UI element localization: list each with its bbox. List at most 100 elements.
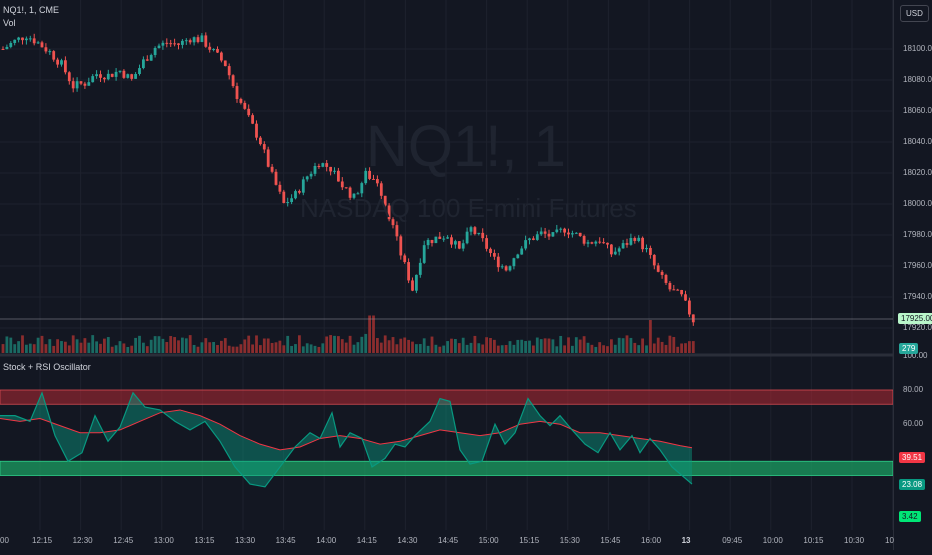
- volume-bar: [286, 335, 290, 353]
- oscillator-title[interactable]: Stock + RSI Oscillator: [3, 362, 91, 372]
- candle-body: [99, 74, 102, 78]
- candle-body: [504, 266, 508, 271]
- candle-body: [32, 38, 36, 44]
- volume-bar: [485, 337, 488, 353]
- candle-body: [610, 244, 613, 255]
- volume-bar: [465, 344, 469, 353]
- candle-body: [434, 236, 438, 244]
- volume-bar: [691, 341, 695, 353]
- volume-bar: [259, 345, 262, 353]
- price-tick: 18040.00: [903, 137, 932, 146]
- candle-body: [13, 39, 17, 44]
- candle-body: [212, 49, 215, 51]
- symbol-title[interactable]: NQ1!, 1, CME: [3, 5, 60, 15]
- candle-body: [9, 43, 13, 47]
- candle-body: [664, 274, 668, 283]
- candle-body: [454, 241, 457, 245]
- time-tick: 14:30: [397, 536, 418, 545]
- candle-body: [399, 236, 403, 256]
- currency-button[interactable]: USD: [900, 5, 929, 22]
- volume-bar: [664, 344, 668, 353]
- candle-body: [403, 255, 407, 263]
- time-tick: 14:45: [438, 536, 459, 545]
- candle-body: [243, 102, 247, 109]
- candle-body: [641, 237, 644, 250]
- candle-body: [415, 274, 418, 291]
- candle-body: [134, 74, 137, 79]
- candle-body: [340, 181, 344, 188]
- volume-bar: [340, 339, 344, 353]
- volume-bar: [333, 335, 336, 353]
- volume-bar: [637, 345, 641, 353]
- candle-body: [200, 35, 204, 42]
- volume-bar: [633, 342, 637, 353]
- volume-bar: [469, 342, 473, 353]
- volume-bar: [32, 344, 36, 353]
- candle-body: [582, 236, 586, 244]
- volume-bar: [348, 335, 352, 353]
- volume-bar: [360, 336, 364, 353]
- volume-bar: [165, 342, 169, 353]
- candle-body: [372, 178, 375, 180]
- volume-bar: [344, 342, 348, 353]
- candle-body: [461, 243, 465, 249]
- volume-bar: [40, 335, 44, 353]
- volume-bar: [5, 336, 9, 353]
- volume-bar: [239, 344, 243, 353]
- candle-body: [578, 232, 582, 237]
- volume-bar: [555, 346, 559, 353]
- osc-tag-green: 23.08: [899, 479, 926, 490]
- volume-bar: [223, 338, 227, 353]
- candle-body: [103, 77, 106, 80]
- candle-body: [430, 239, 434, 244]
- volume-bar: [411, 341, 414, 353]
- candle-body: [574, 232, 578, 234]
- candle-body: [344, 187, 348, 189]
- volume-legend[interactable]: Vol: [3, 18, 16, 28]
- time-tick: 14:15: [356, 536, 377, 545]
- time-tick: 12:45: [113, 536, 134, 545]
- volume-bar: [282, 345, 286, 353]
- candle-body: [321, 163, 325, 167]
- candle-body: [563, 228, 566, 233]
- volume-bar: [142, 342, 145, 353]
- oscillator-fill: [0, 392, 692, 487]
- volume-bar: [220, 340, 223, 353]
- candle-body: [660, 271, 664, 275]
- volume-bar: [118, 341, 122, 353]
- candle-body: [145, 59, 149, 61]
- candle-body: [645, 247, 648, 250]
- candle-body: [633, 238, 637, 241]
- volume-bar: [83, 338, 87, 353]
- volume-bar: [426, 345, 430, 353]
- candle-body: [368, 170, 371, 179]
- volume-bar: [652, 343, 656, 353]
- candle-body: [255, 123, 258, 138]
- candle-body: [91, 76, 95, 83]
- volume-bar: [25, 344, 28, 353]
- candle-body: [426, 239, 430, 246]
- candle-body: [387, 205, 391, 220]
- osc-tag-red: 39.51: [899, 452, 926, 463]
- candle-body: [130, 74, 134, 79]
- candle-body: [407, 262, 410, 281]
- candle-body: [44, 47, 48, 52]
- volume-bar: [52, 345, 56, 353]
- candle-body: [282, 191, 286, 203]
- volume-bar: [391, 337, 395, 353]
- candle-body: [438, 236, 442, 239]
- volume-bar: [430, 336, 434, 353]
- time-tick: 10: [885, 536, 894, 545]
- volume-bar: [157, 336, 161, 353]
- candle-body: [87, 82, 91, 86]
- volume-bar: [524, 340, 527, 353]
- volume-bar: [274, 342, 278, 353]
- candle-body: [83, 83, 87, 86]
- volume-bar: [629, 337, 633, 353]
- volume-bar: [606, 346, 609, 353]
- candle-body: [251, 115, 254, 124]
- volume-bar: [547, 338, 551, 353]
- candle-body: [586, 242, 590, 244]
